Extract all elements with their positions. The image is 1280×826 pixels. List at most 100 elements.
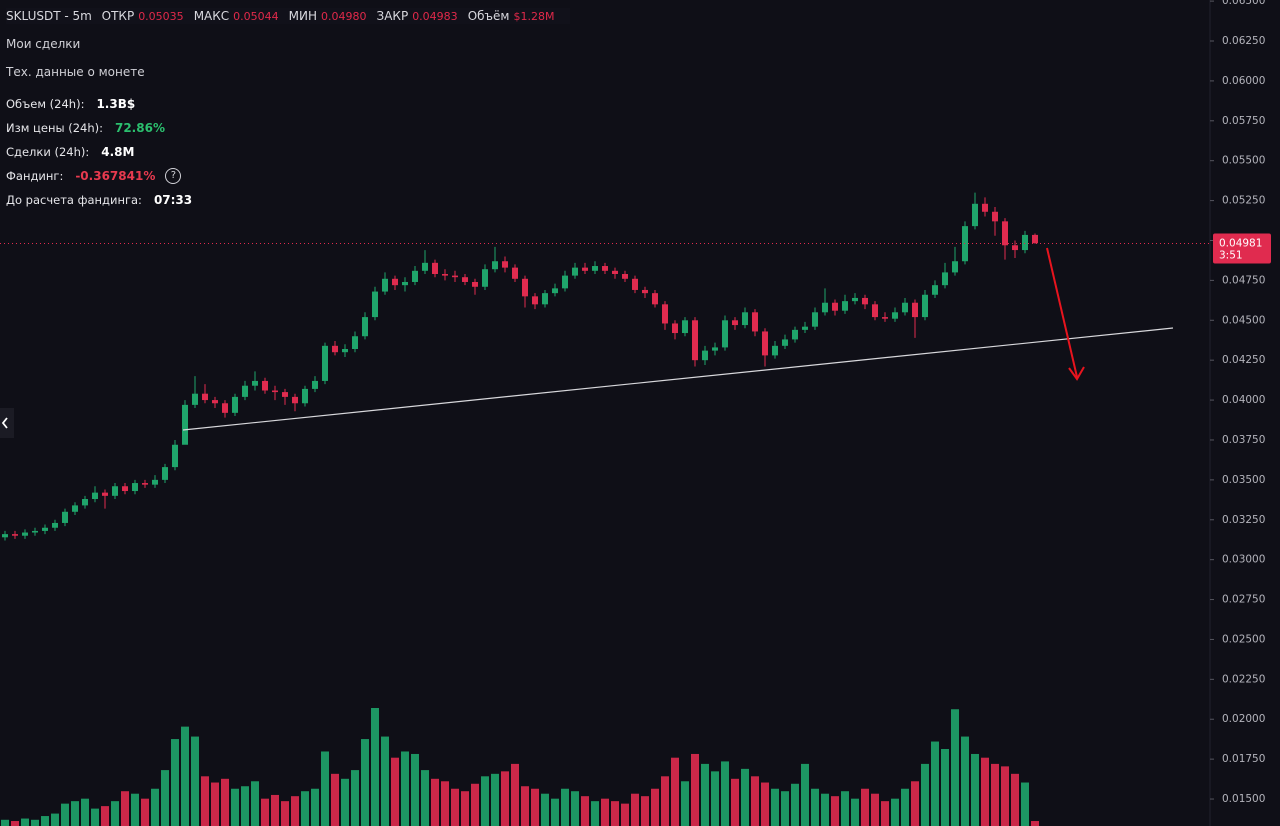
volume-bar <box>621 803 629 826</box>
volume-bar <box>291 796 299 826</box>
volume-bar <box>1021 782 1029 826</box>
collapse-icon[interactable] <box>1 417 8 429</box>
volume-bar <box>841 791 849 826</box>
volume-bar <box>71 801 79 826</box>
help-icon[interactable]: ? <box>165 168 182 184</box>
y-tick-label: 0.04750 <box>1222 274 1265 286</box>
volume-bar <box>951 709 959 826</box>
volume-bar <box>551 798 559 826</box>
candle-body <box>152 479 158 485</box>
volume-bar <box>421 770 429 826</box>
y-tick-label: 0.03750 <box>1222 434 1265 446</box>
candle-body <box>722 320 728 348</box>
candle-body <box>482 269 488 287</box>
candle-body <box>412 270 418 282</box>
volume-bar <box>651 788 659 826</box>
candle-body <box>932 285 938 295</box>
candle-body <box>382 278 388 292</box>
candle-body <box>782 339 788 346</box>
stats: Объем (24h): 1.3B$ Изм цены (24h): 72.86% Сд… <box>6 92 192 212</box>
symbol: SKLUSDT - 5m <box>6 9 92 23</box>
ohlc-value: 0.04980 <box>321 10 367 23</box>
candle-body <box>332 345 338 353</box>
volume-bar <box>941 748 949 826</box>
candle-body <box>522 278 528 297</box>
menu-item[interactable]: Тех. данные о монете <box>6 65 145 79</box>
candle-body <box>642 289 648 294</box>
volume-bar <box>151 788 159 826</box>
trend-line <box>182 327 1174 431</box>
volume-bar <box>751 776 759 826</box>
candle-body <box>392 278 398 286</box>
volume-bar <box>581 796 589 826</box>
y-tick-label: 0.05750 <box>1222 115 1265 127</box>
candle-body <box>502 261 508 268</box>
volume-bar <box>161 770 169 826</box>
candle-body <box>702 350 708 361</box>
volume-bar <box>471 783 479 826</box>
volume-bar <box>81 798 89 826</box>
candle-body <box>52 522 58 528</box>
candle-body <box>812 312 818 327</box>
volume-bar <box>121 791 129 826</box>
candle-body <box>492 261 498 270</box>
volume-bar <box>771 788 779 826</box>
candle-body <box>712 347 718 351</box>
volume-bar <box>631 793 639 826</box>
candle-body <box>772 345 778 356</box>
volume-bar <box>661 776 669 826</box>
volume-bar <box>181 726 189 826</box>
candle-body <box>1012 245 1018 251</box>
volume-bar <box>831 796 839 826</box>
stat-label: Объем (24h): <box>6 97 85 111</box>
volume-bar <box>801 763 809 826</box>
candle-body <box>902 302 908 313</box>
stat-row: До расчета фандинга: 07:33 <box>6 188 192 212</box>
volume-bar <box>491 773 499 826</box>
candle-body <box>472 281 478 287</box>
y-tick-label: 0.03250 <box>1222 514 1265 526</box>
arrow-head <box>1068 366 1085 381</box>
candle-body <box>12 534 18 536</box>
volume-bar <box>721 761 729 826</box>
volume-bar <box>111 801 119 826</box>
candle-body <box>992 211 998 222</box>
y-tick-label: 0.01750 <box>1222 753 1265 765</box>
candle-body <box>422 262 428 271</box>
candle-body <box>102 492 108 496</box>
candle-body <box>292 396 298 404</box>
volume-bar <box>341 778 349 826</box>
candle-body <box>652 293 658 305</box>
candle-body <box>532 296 538 305</box>
volume-bar <box>761 782 769 826</box>
last-price-label: 0.04981 <box>1219 238 1262 250</box>
volume-bar <box>241 786 249 826</box>
arrow <box>1046 247 1085 381</box>
y-tick-label: 0.02000 <box>1222 713 1265 725</box>
y-tick-label: 0.06000 <box>1222 75 1265 87</box>
volume-bar <box>681 781 689 826</box>
y-tick-label: 0.04500 <box>1222 314 1265 326</box>
candle-body <box>882 317 888 319</box>
candle-body <box>602 266 608 271</box>
menu-item[interactable]: Мои сделки <box>6 37 81 51</box>
candle-body <box>1032 234 1038 244</box>
ohlc-label: Объём <box>467 9 510 23</box>
candle-body <box>42 527 48 531</box>
candle-body <box>432 262 438 275</box>
candle-body <box>302 388 308 404</box>
volume-bar <box>861 788 869 826</box>
candle-body <box>552 288 558 294</box>
candle-body <box>892 312 898 319</box>
candle-body <box>732 320 738 326</box>
volume-bar <box>351 770 359 826</box>
collapse-button[interactable] <box>0 408 14 438</box>
collapse-button-bg[interactable] <box>0 408 14 438</box>
volume-bar <box>1001 766 1009 826</box>
volume-bar <box>51 813 59 826</box>
y-tick-label: 0.03000 <box>1222 554 1265 566</box>
candle-body <box>362 317 368 337</box>
volume-bar <box>261 798 269 826</box>
volume-bar <box>991 763 999 826</box>
